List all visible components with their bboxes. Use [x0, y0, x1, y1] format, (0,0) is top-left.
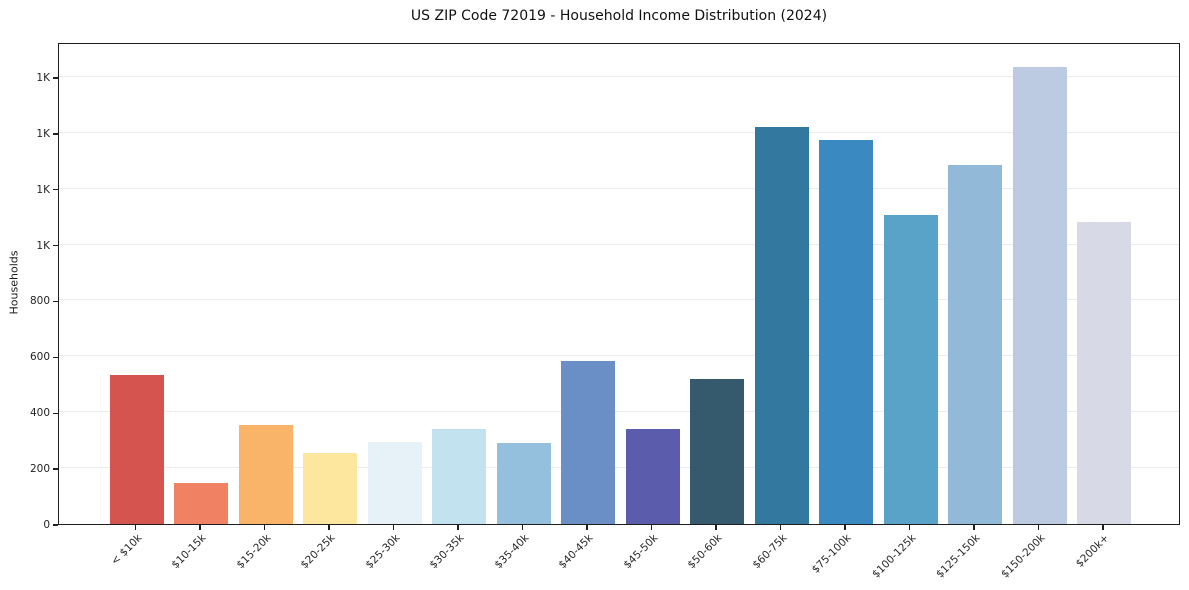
bar-$20-25k: [303, 452, 357, 524]
y-tick-label: 800: [29, 295, 50, 308]
x-tick-mark: [134, 525, 137, 530]
x-tick-label: < $10k: [108, 532, 144, 568]
x-tick-mark: [1037, 525, 1040, 530]
gridline: [59, 355, 1179, 357]
chart-title: US ZIP Code 72019 - Household Income Dis…: [410, 8, 828, 24]
bar-$15-20k: [238, 424, 293, 524]
y-tick-label: 400: [29, 407, 50, 420]
x-tick-mark: [392, 525, 395, 530]
y-tick-mark: [53, 524, 58, 526]
bar-$35-40k: [496, 442, 551, 524]
bar-$45-50k: [625, 429, 680, 524]
bar-$75-100k: [819, 139, 873, 524]
plot-area: [58, 43, 1180, 525]
bar-$100-125k: [883, 215, 938, 524]
x-tick-mark: [779, 525, 782, 530]
y-tick-mark: [53, 133, 58, 135]
y-tick-label: 0: [43, 519, 50, 531]
bar-$200k+: [1077, 222, 1131, 524]
x-tick-mark: [908, 525, 911, 530]
bar-< $10k: [109, 374, 164, 524]
y-tick-label: 1K: [36, 71, 50, 84]
bar-$50-60k: [690, 378, 744, 524]
y-tick-label: 600: [29, 351, 50, 364]
bar-$60-75k: [754, 127, 809, 524]
y-tick-label: 200: [29, 463, 50, 476]
x-tick-mark: [263, 525, 266, 530]
gridline: [59, 411, 1179, 413]
gridline: [59, 299, 1179, 301]
y-tick-mark: [53, 188, 58, 191]
gridline: [59, 187, 1179, 189]
x-tick-mark: [199, 525, 201, 530]
y-tick-label: 1K: [36, 127, 50, 140]
x-tick-mark: [650, 525, 653, 530]
y-tick-mark: [53, 244, 58, 247]
bar-$150-200k: [1012, 67, 1067, 524]
gridline: [59, 243, 1179, 245]
y-tick-mark: [53, 468, 58, 470]
x-tick-mark: [586, 525, 588, 530]
bar-$25-30k: [367, 441, 422, 524]
gridline: [59, 467, 1179, 469]
bar-$40-45k: [561, 360, 615, 524]
y-tick-mark: [53, 412, 58, 414]
x-tick-mark: [328, 525, 330, 530]
bar-$30-35k: [432, 429, 486, 524]
x-tick-mark: [973, 525, 975, 530]
gridline: [59, 131, 1179, 133]
x-tick-mark: [1102, 525, 1104, 530]
y-tick-label: 1K: [36, 183, 50, 196]
y-tick-mark: [53, 300, 58, 303]
y-axis-label: Households: [7, 250, 21, 315]
y-tick-label: 1K: [36, 239, 50, 252]
gridline: [59, 75, 1179, 77]
x-tick-mark: [457, 525, 459, 530]
bar-$125-150k: [948, 164, 1002, 524]
x-tick-mark: [521, 525, 524, 530]
x-tick-mark: [844, 525, 846, 530]
y-tick-mark: [53, 356, 58, 359]
x-tick-mark: [715, 525, 717, 530]
y-tick-mark: [53, 77, 58, 79]
bar-$10-15k: [174, 483, 228, 524]
